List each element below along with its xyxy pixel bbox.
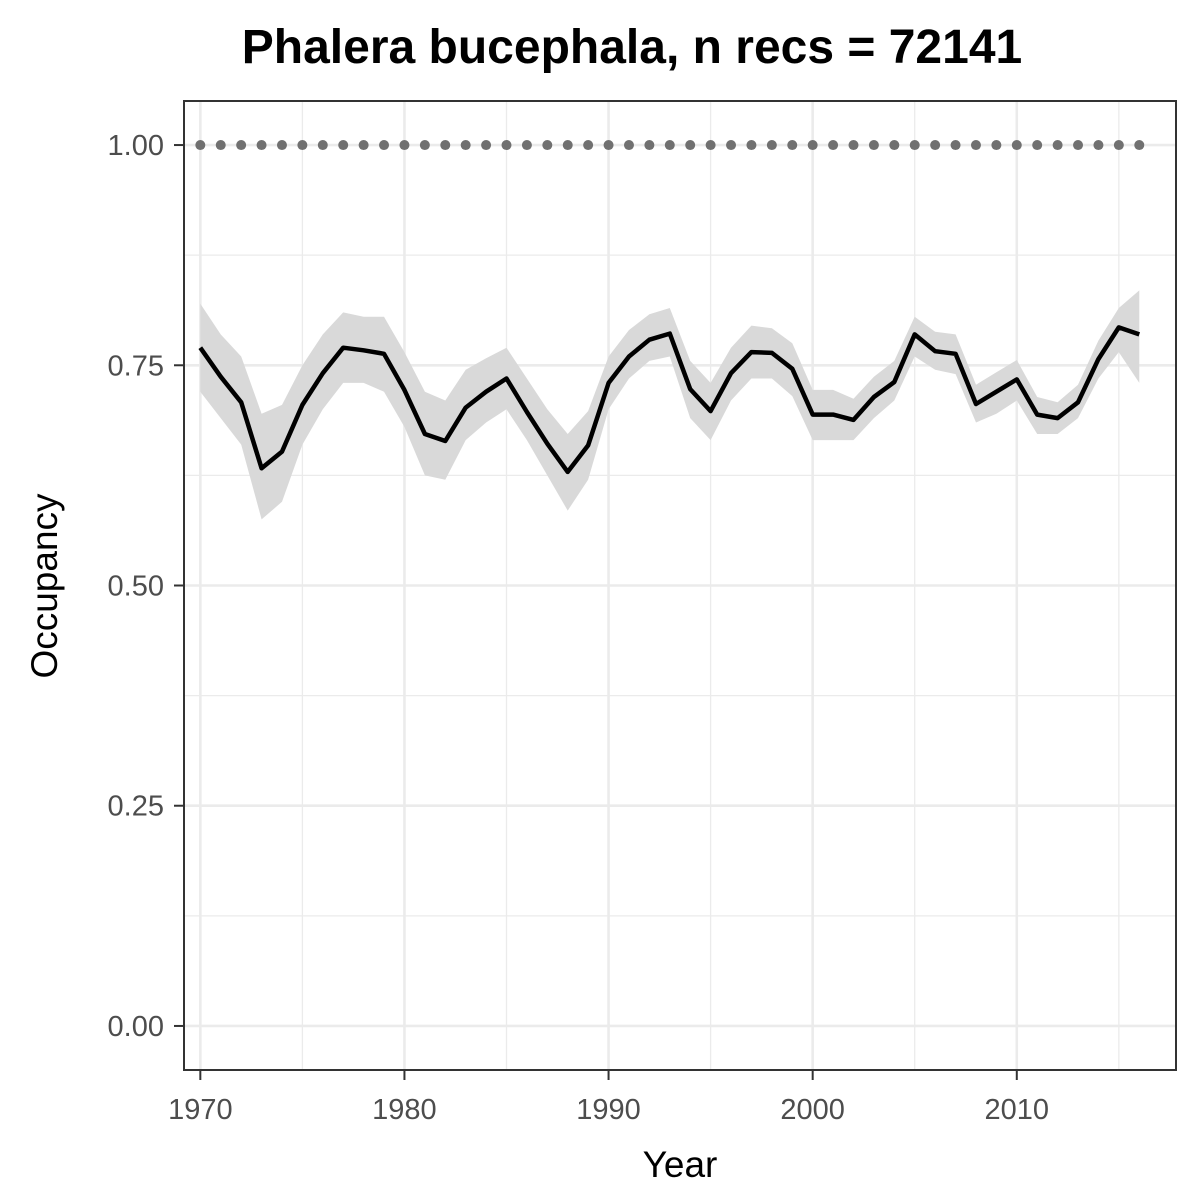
data-point [889, 140, 900, 151]
data-point [460, 140, 471, 151]
data-point [419, 140, 430, 151]
data-point [603, 140, 614, 151]
data-point [1073, 140, 1084, 151]
data-point [930, 140, 941, 151]
data-point [970, 140, 981, 151]
data-point [705, 140, 716, 151]
data-point [828, 140, 839, 151]
data-point [766, 140, 777, 151]
occupancy-line [198, 325, 1141, 475]
y-tick-label: 1.00 [108, 130, 164, 162]
data-point [276, 140, 287, 151]
data-point [991, 140, 1002, 151]
data-point [909, 140, 920, 151]
data-point [685, 140, 696, 151]
data-point [195, 140, 206, 151]
x-axis-title: Year [643, 1144, 718, 1185]
data-point [1011, 140, 1022, 151]
y-tick-label: 0.50 [108, 571, 164, 603]
data-point [664, 140, 675, 151]
data-point [848, 140, 859, 151]
data-point [562, 140, 573, 151]
data-point [440, 140, 451, 151]
y-tick-label: 0.75 [108, 350, 164, 382]
data-point [726, 140, 737, 151]
data-point [481, 140, 492, 151]
data-point [787, 140, 798, 151]
data-point [358, 140, 369, 151]
data-point [521, 140, 532, 151]
data-point [256, 140, 267, 151]
data-point [1113, 140, 1124, 151]
data-point [644, 140, 655, 151]
data-point [1032, 140, 1043, 151]
data-point [1093, 140, 1104, 151]
data-point [746, 140, 757, 151]
plot-area: 0.00 0.25 0.50 0.75 1.00 1970 1980 1990 2000 2010 [108, 100, 1177, 1126]
x-tick-label: 2000 [780, 1094, 845, 1126]
data-point [1052, 140, 1063, 151]
y-tick-label: 0.00 [108, 1011, 164, 1043]
x-tick-label: 1970 [168, 1094, 233, 1126]
confidence-ribbon [200, 290, 1140, 520]
y-tick-label: 0.25 [108, 791, 164, 823]
data-point [868, 140, 879, 151]
x-tick-label: 1980 [372, 1094, 437, 1126]
data-point [583, 140, 594, 151]
data-point [297, 140, 308, 151]
x-tick-label: 2010 [985, 1094, 1050, 1126]
chart-title: Phalera bucephala, n recs = 72141 [242, 21, 1022, 74]
y-axis-title: Occupancy [24, 493, 65, 679]
data-point [807, 140, 818, 151]
data-point [317, 140, 328, 151]
data-point [501, 140, 512, 151]
data-point [215, 140, 226, 151]
data-point [623, 140, 634, 151]
data-point [236, 140, 247, 151]
data-point [379, 140, 390, 151]
data-point [950, 140, 961, 151]
data-point [399, 140, 410, 151]
x-tick-label: 1990 [576, 1094, 641, 1126]
data-point [1134, 140, 1145, 151]
data-point [542, 140, 553, 151]
data-point [338, 140, 349, 151]
